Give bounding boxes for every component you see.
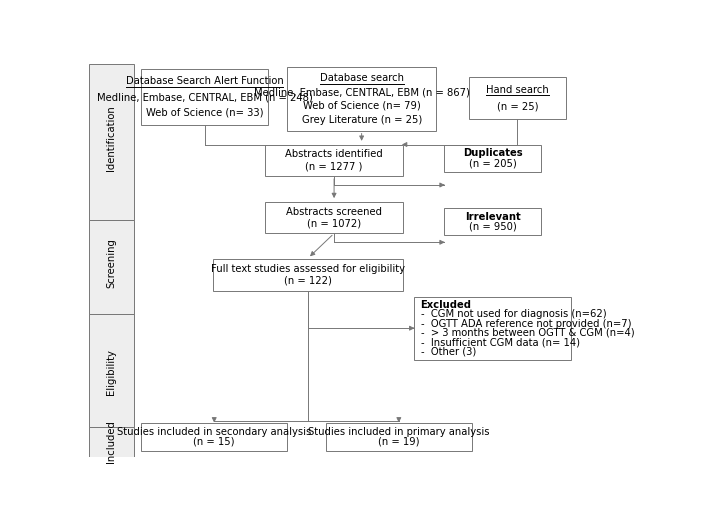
Text: Duplicates: Duplicates xyxy=(463,148,523,159)
Text: Full text studies assessed for eligibility: Full text studies assessed for eligibili… xyxy=(211,264,405,274)
Text: (n = 1072): (n = 1072) xyxy=(307,219,361,228)
FancyBboxPatch shape xyxy=(414,297,571,360)
FancyBboxPatch shape xyxy=(287,68,436,131)
Text: Medline, Embase, CENTRAL, EBM (n = 248): Medline, Embase, CENTRAL, EBM (n = 248) xyxy=(97,92,312,102)
FancyBboxPatch shape xyxy=(141,69,268,125)
FancyBboxPatch shape xyxy=(265,145,403,176)
Text: Identification: Identification xyxy=(107,106,117,171)
Text: Irrelevant: Irrelevant xyxy=(464,211,520,222)
Text: Web of Science (n= 33): Web of Science (n= 33) xyxy=(146,108,263,118)
Text: Hand search: Hand search xyxy=(486,85,549,95)
FancyBboxPatch shape xyxy=(141,423,287,450)
Text: Screening: Screening xyxy=(107,238,117,288)
Text: Database Search Alert Function: Database Search Alert Function xyxy=(126,76,284,86)
Text: Medline, Embase, CENTRAL, EBM (n = 867): Medline, Embase, CENTRAL, EBM (n = 867) xyxy=(254,87,469,97)
Text: Studies included in secondary analysis: Studies included in secondary analysis xyxy=(117,427,311,437)
FancyBboxPatch shape xyxy=(89,64,134,220)
Text: Included: Included xyxy=(107,421,117,463)
FancyBboxPatch shape xyxy=(469,77,565,119)
Text: -  Other (3): - Other (3) xyxy=(421,346,476,356)
FancyBboxPatch shape xyxy=(89,220,134,314)
Text: Excluded: Excluded xyxy=(421,300,471,310)
Text: (n = 25): (n = 25) xyxy=(496,102,538,111)
Text: -  OGTT ADA reference not provided (n=7): - OGTT ADA reference not provided (n=7) xyxy=(421,319,631,329)
Text: (n = 205): (n = 205) xyxy=(469,159,516,168)
Text: (n = 15): (n = 15) xyxy=(193,437,235,447)
Text: (n = 122): (n = 122) xyxy=(284,276,332,286)
Text: -  Insufficient CGM data (n= 14): - Insufficient CGM data (n= 14) xyxy=(421,337,579,347)
FancyBboxPatch shape xyxy=(444,208,541,235)
Text: Abstracts screened: Abstracts screened xyxy=(286,207,382,216)
FancyBboxPatch shape xyxy=(265,202,403,233)
FancyBboxPatch shape xyxy=(326,423,472,450)
FancyBboxPatch shape xyxy=(89,314,134,427)
Text: -  CGM not used for diagnosis (n=62): - CGM not used for diagnosis (n=62) xyxy=(421,309,606,320)
Text: Studies included in primary analysis: Studies included in primary analysis xyxy=(308,427,490,437)
Text: Web of Science (n= 79): Web of Science (n= 79) xyxy=(303,101,420,111)
FancyBboxPatch shape xyxy=(89,427,134,457)
Text: Eligibility: Eligibility xyxy=(107,349,117,394)
Text: (n = 1277 ): (n = 1277 ) xyxy=(306,161,363,171)
Text: Database search: Database search xyxy=(320,73,404,83)
Text: -  > 3 months between OGTT & CGM (n=4): - > 3 months between OGTT & CGM (n=4) xyxy=(421,328,634,338)
Text: (n = 950): (n = 950) xyxy=(469,222,516,231)
Text: Grey Literature (n = 25): Grey Literature (n = 25) xyxy=(301,115,422,125)
Text: Abstracts identified: Abstracts identified xyxy=(285,149,383,160)
Text: (n = 19): (n = 19) xyxy=(378,437,419,447)
FancyBboxPatch shape xyxy=(213,259,403,291)
FancyBboxPatch shape xyxy=(444,145,541,172)
